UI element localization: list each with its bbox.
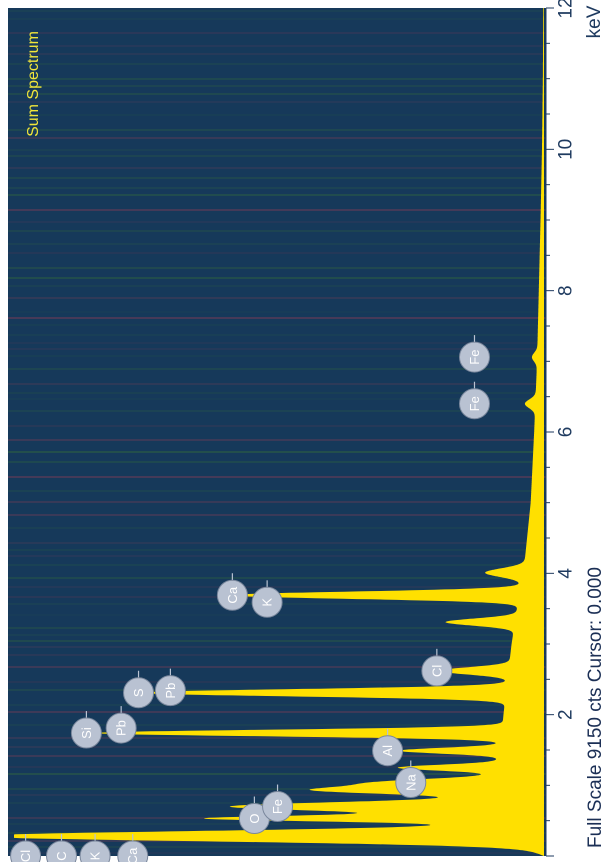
element-label: K bbox=[260, 598, 275, 607]
footer-status: Full Scale 9150 cts Cursor: 0.000 bbox=[585, 567, 606, 848]
annotation-badge bbox=[46, 840, 77, 862]
element-label: Pb bbox=[114, 720, 129, 736]
annotation-badge bbox=[123, 677, 155, 709]
chart-title: Sum Spectrum bbox=[25, 31, 42, 137]
element-annotation: Cl bbox=[421, 648, 453, 687]
annotation-badge bbox=[262, 791, 294, 823]
annotation-badge bbox=[395, 767, 427, 799]
annotation-badge bbox=[216, 579, 248, 611]
x-tick-label: 4 bbox=[556, 568, 577, 579]
element-annotation: Fe bbox=[262, 784, 294, 823]
element-annotation: Fe bbox=[458, 381, 490, 420]
footer-group: Full Scale 9150 cts Cursor: 0.000 bbox=[585, 567, 606, 848]
element-label: Na bbox=[403, 773, 418, 790]
element-label: Si bbox=[79, 727, 94, 739]
element-annotation: Al bbox=[372, 728, 404, 767]
annotation-badge bbox=[117, 840, 149, 862]
element-label: Cl bbox=[429, 665, 444, 677]
element-annotation: K bbox=[79, 834, 111, 862]
x-axis: 2 4 6 8 10 12 bbox=[545, 0, 577, 857]
x-tick-label: 2 bbox=[556, 709, 577, 720]
element-annotation: K bbox=[251, 580, 283, 618]
annotation-badge bbox=[154, 675, 186, 707]
element-label: S bbox=[131, 688, 146, 697]
element-label: Pb bbox=[163, 683, 178, 699]
element-annotation: Pb bbox=[154, 668, 186, 707]
annotation-badge bbox=[105, 712, 137, 744]
element-label: Fe bbox=[467, 350, 482, 365]
x-axis-unit-group: keV bbox=[584, 5, 605, 38]
element-annotation: Na bbox=[395, 760, 427, 799]
element-label: C bbox=[54, 851, 69, 860]
annotation-badge bbox=[251, 586, 283, 618]
element-annotation: Pb bbox=[105, 706, 137, 744]
element-annotation: C bbox=[46, 834, 77, 862]
annotation-badge bbox=[458, 388, 490, 420]
element-annotation: Ca bbox=[117, 834, 149, 862]
annotation-badge bbox=[458, 341, 490, 373]
annotation-badge bbox=[10, 840, 42, 862]
spectrum-area bbox=[14, 8, 544, 856]
element-annotation: Fe bbox=[458, 335, 490, 373]
x-axis-label: keV bbox=[584, 5, 605, 38]
element-annotations: Cl C K Ca O Fe Na Al Si Pb S Pb Cl Ca K Fe Fe bbox=[10, 335, 490, 862]
x-tick-label: 10 bbox=[556, 139, 577, 160]
element-label: Ca bbox=[125, 847, 140, 862]
element-label: Ca bbox=[225, 586, 240, 603]
annotation-badge bbox=[421, 655, 453, 687]
plot-background bbox=[8, 8, 546, 856]
annotation-badge bbox=[70, 717, 102, 749]
element-label: Cl bbox=[18, 850, 33, 862]
annotation-badge bbox=[79, 840, 111, 862]
x-tick-label: 8 bbox=[556, 285, 577, 296]
chart-title-group: Sum Spectrum bbox=[25, 31, 42, 137]
element-label: Fe bbox=[270, 799, 285, 814]
x-tick-label: 12 bbox=[556, 0, 577, 19]
element-label: Fe bbox=[467, 396, 482, 411]
element-label: O bbox=[247, 813, 262, 823]
x-tick-label: 6 bbox=[556, 427, 577, 438]
element-label: Al bbox=[380, 745, 395, 757]
element-label: K bbox=[88, 851, 103, 860]
annotation-badge bbox=[372, 735, 404, 767]
element-annotation: Si bbox=[70, 711, 102, 749]
element-annotation: S bbox=[123, 670, 155, 709]
element-annotation: Ca bbox=[216, 573, 248, 611]
element-annotation: Cl bbox=[10, 834, 42, 862]
